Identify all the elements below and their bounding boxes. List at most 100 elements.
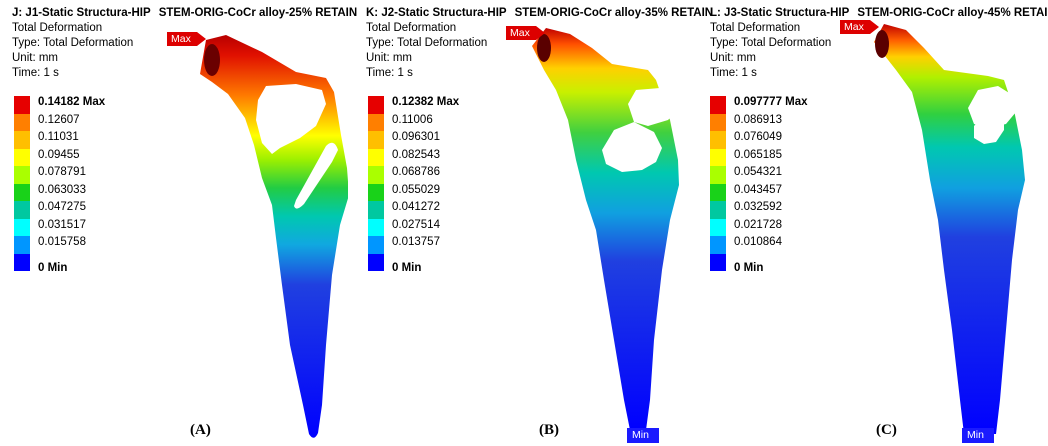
legend-swatch xyxy=(14,166,30,184)
legend-max-label: 0.097777 Max xyxy=(734,96,808,108)
panel-b: K: J2-Static Structura-HIP STEM-ORIG-CoCr… xyxy=(348,0,713,446)
legend-min-label: 0 Min xyxy=(734,261,764,274)
max-tag: Max xyxy=(506,26,536,40)
legend-swatch xyxy=(14,113,30,131)
legend-label: 0.082543 xyxy=(392,148,440,161)
neck-collar xyxy=(204,44,220,76)
legend-swatch xyxy=(368,148,384,166)
legend-swatch xyxy=(710,148,726,166)
panel-caption: (B) xyxy=(539,422,559,438)
legend-swatch xyxy=(368,96,384,114)
window-upper xyxy=(628,88,680,126)
legend-swatch xyxy=(368,218,384,236)
max-tag-pointer xyxy=(870,20,879,34)
legend-label: 0.043457 xyxy=(734,183,782,196)
neck-collar xyxy=(537,34,551,62)
legend-swatch xyxy=(14,96,30,114)
legend-swatch xyxy=(14,253,30,271)
legend-swatch xyxy=(710,131,726,149)
min-tag: Min xyxy=(962,428,994,443)
hip-stem-model xyxy=(532,28,680,430)
max-tag-label: Max xyxy=(844,21,864,33)
max-tag-label: Max xyxy=(510,27,530,39)
result-unit: Unit: mm xyxy=(12,52,58,64)
legend-swatch xyxy=(14,236,30,254)
result-name: Total Deformation xyxy=(12,22,103,34)
max-tag: Max xyxy=(840,20,870,34)
result-time: Time: 1 s xyxy=(12,67,59,79)
stem-body xyxy=(200,35,348,438)
legend-label: 0.054321 xyxy=(734,166,782,178)
legend-min-label: 0 Min xyxy=(392,261,422,274)
legend-swatch xyxy=(368,166,384,184)
legend-swatch xyxy=(14,131,30,149)
result-time: Time: 1 s xyxy=(710,67,757,79)
max-tag: Max xyxy=(167,32,197,46)
result-type: Type: Total Deformation xyxy=(366,37,488,49)
window-lower xyxy=(602,122,662,172)
legend-label: 0.11031 xyxy=(38,131,79,143)
legend-label: 0.12607 xyxy=(38,113,80,126)
hip-stem-model xyxy=(200,35,348,438)
legend-swatch xyxy=(368,201,384,219)
legend-swatch xyxy=(14,218,30,236)
result-name: Total Deformation xyxy=(366,22,457,34)
result-name: Total Deformation xyxy=(710,22,801,34)
panel-header: J: J1-Static Structura-HIP STEM-ORIG-CoCr… xyxy=(12,6,357,81)
window-lower xyxy=(294,142,338,209)
panel-caption: (A) xyxy=(190,422,211,438)
max-tag-label: Max xyxy=(171,33,191,45)
legend-label: 0.065185 xyxy=(734,148,782,161)
result-type: Type: Total Deformation xyxy=(710,37,832,49)
panel-a: J: J1-Static Structura-HIP STEM-ORIG-CoCr… xyxy=(0,0,357,446)
legend-min-label: 0 Min xyxy=(38,261,68,274)
legend-label: 0.063033 xyxy=(38,183,86,196)
min-tag-label: Min xyxy=(967,429,984,441)
legend-swatch xyxy=(710,113,726,131)
legend-max-label: 0.12382 Max xyxy=(392,96,460,108)
legend-label: 0.076049 xyxy=(734,131,782,143)
legend-swatch xyxy=(14,148,30,166)
legend-label: 0.068786 xyxy=(392,166,440,178)
legend-label: 0.055029 xyxy=(392,183,440,196)
legend-label: 0.096301 xyxy=(392,131,440,143)
legend-max-label: 0.14182 Max xyxy=(38,96,106,108)
legend-swatch xyxy=(710,218,726,236)
panel-header: L: J3-Static Structura-HIP STEM-ORIG-CoCr… xyxy=(710,6,1048,81)
legend-swatch xyxy=(368,113,384,131)
panel-title: L: J3-Static Structura-HIP STEM-ORIG-CoCr… xyxy=(710,7,1048,19)
window-upper xyxy=(256,84,326,154)
panel-c: L: J3-Static Structura-HIP STEM-ORIG-CoCr… xyxy=(698,0,1048,446)
legend-swatch xyxy=(368,183,384,201)
result-time: Time: 1 s xyxy=(366,67,413,79)
min-tag: Min xyxy=(627,428,659,443)
legend-label: 0.09455 xyxy=(38,148,80,161)
max-tag-pointer xyxy=(197,32,206,46)
legend-label: 0.086913 xyxy=(734,113,782,126)
min-tag-label: Min xyxy=(632,429,649,441)
legend-label: 0.015758 xyxy=(38,236,86,248)
legend-label: 0.010864 xyxy=(734,236,782,248)
legend-swatch xyxy=(14,183,30,201)
legend-swatch xyxy=(368,236,384,254)
max-tag-pointer xyxy=(536,26,545,40)
legend-label: 0.047275 xyxy=(38,201,86,213)
panel-caption: (C) xyxy=(876,422,897,438)
result-unit: Unit: mm xyxy=(710,52,756,64)
legend-label: 0.013757 xyxy=(392,236,440,248)
panel-title: J: J1-Static Structura-HIP STEM-ORIG-CoCr… xyxy=(12,7,358,19)
legend-swatch xyxy=(710,253,726,271)
legend-label: 0.021728 xyxy=(734,218,782,231)
legend-swatch xyxy=(368,131,384,149)
legend-label: 0.041272 xyxy=(392,201,440,213)
legend-swatch xyxy=(710,201,726,219)
neck-collar xyxy=(875,30,889,58)
legend-label: 0.078791 xyxy=(38,166,86,178)
legend-label: 0.032592 xyxy=(734,201,782,213)
legend-swatch xyxy=(710,166,726,184)
result-unit: Unit: mm xyxy=(366,52,412,64)
hip-stem-model xyxy=(874,24,1025,434)
legend-label: 0.031517 xyxy=(38,218,86,231)
legend-swatch xyxy=(368,253,384,271)
legend-swatch xyxy=(710,236,726,254)
